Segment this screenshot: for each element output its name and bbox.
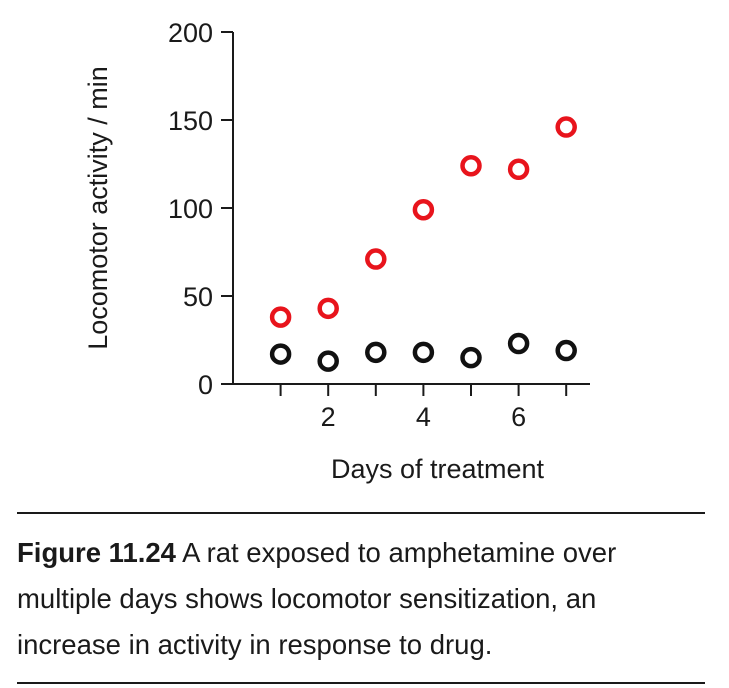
black-data-point xyxy=(365,341,387,364)
black-data-point xyxy=(555,339,577,362)
red-data-point xyxy=(269,306,292,328)
figure-caption: Figure 11.24 A rat exposed to amphetamin… xyxy=(17,530,707,668)
black-data-point xyxy=(317,350,339,372)
caption-top-rule xyxy=(17,512,705,514)
x-axis-label: Days of treatment xyxy=(331,454,545,484)
red-data-point xyxy=(460,155,482,177)
red-data-point xyxy=(317,297,339,320)
red-data-point xyxy=(507,158,530,181)
caption-bottom-rule xyxy=(17,682,705,684)
y-axis-ticks: 0 50 100 150 200 xyxy=(168,18,233,400)
figure-number: Figure 11.24 xyxy=(17,537,176,568)
x-tick-label: 2 xyxy=(321,402,336,432)
y-tick-label: 0 xyxy=(198,370,213,400)
red-data-point xyxy=(555,116,577,138)
red-data-point xyxy=(412,199,435,221)
black-data-point xyxy=(460,346,482,369)
black-data-point xyxy=(507,332,530,355)
x-axis-ticks: 2 4 6 xyxy=(279,384,568,432)
caption-text: A rat exposed to amphetamine over multip… xyxy=(17,537,617,660)
y-tick-label: 200 xyxy=(168,18,213,48)
y-tick-label: 50 xyxy=(183,282,213,312)
x-tick-label: 4 xyxy=(416,402,431,432)
y-tick-label: 150 xyxy=(168,106,213,136)
data-points xyxy=(269,116,577,372)
black-data-point xyxy=(412,341,435,364)
red-data-point xyxy=(365,248,387,270)
scatter-chart: 0 50 100 150 200 2 4 6 Days of treatment Locom… xyxy=(83,18,590,484)
y-axis-label: Locomotor activity / min xyxy=(83,66,113,350)
black-data-point xyxy=(269,343,292,365)
x-tick-label: 6 xyxy=(511,402,526,432)
y-tick-label: 100 xyxy=(168,194,213,224)
